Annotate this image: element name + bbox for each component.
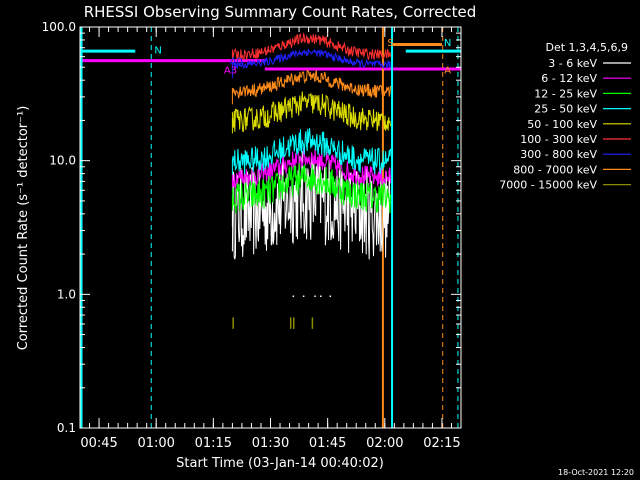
data-series-2 bbox=[231, 163, 391, 214]
data-series-5 bbox=[231, 32, 391, 61]
annotation-3: S bbox=[387, 38, 393, 49]
annotation-0: N bbox=[154, 45, 161, 56]
legend-label-0: 3 - 6 keV bbox=[548, 57, 597, 70]
data-series-4 bbox=[231, 91, 391, 133]
x-tick-label-6: 02:15 bbox=[423, 436, 460, 451]
legend-label-8: 7000 - 15000 keV bbox=[499, 179, 597, 192]
data-mark-dot-2 bbox=[314, 295, 316, 298]
data-series-7 bbox=[231, 69, 391, 100]
data-mark-dot-1 bbox=[302, 295, 305, 298]
footer-date: 18-Oct-2021 12:20 bbox=[558, 468, 634, 477]
data-mark-dot-0 bbox=[292, 295, 295, 298]
x-tick-label-2: 01:15 bbox=[195, 436, 232, 451]
data-mark-dot-4 bbox=[329, 295, 332, 298]
data-mark-dot-3 bbox=[320, 295, 322, 298]
y-axis-label: Corrected Count Rate (s⁻¹ detector⁻¹) bbox=[16, 106, 31, 351]
y-tick-label-3: 100.0 bbox=[42, 20, 76, 34]
y-tick-label-1: 1.0 bbox=[57, 287, 76, 301]
annotation-4: N bbox=[444, 38, 451, 49]
annotation-1: A3 bbox=[224, 66, 237, 77]
annotation-2: A0 bbox=[230, 57, 243, 68]
x-tick-label-3: 01:30 bbox=[252, 436, 289, 451]
legend-label-4: 50 - 100 keV bbox=[527, 118, 597, 131]
chart-title: RHESSI Observing Summary Count Rates, Co… bbox=[84, 3, 477, 21]
y-tick-label-0: 0.1 bbox=[57, 421, 76, 435]
legend-label-2: 12 - 25 keV bbox=[534, 87, 597, 100]
legend-header: Det 1,3,4,5,6,9 bbox=[545, 41, 628, 54]
legend-label-5: 100 - 300 keV bbox=[520, 133, 597, 146]
x-tick-label-5: 02:00 bbox=[366, 436, 403, 451]
annotation-5: A bbox=[444, 66, 451, 77]
plot-area: 0.1 1.0 10.0 100.0 00:45 01:00 01:15 01:30 01:45… bbox=[42, 20, 631, 451]
data-series-3 bbox=[231, 128, 391, 175]
legend-label-7: 800 - 7000 keV bbox=[513, 163, 597, 176]
legend-label-3: 25 - 50 keV bbox=[534, 103, 597, 116]
x-axis-label: Start Time (03-Jan-14 00:40:02) bbox=[176, 456, 384, 471]
legend-label-1: 6 - 12 keV bbox=[541, 72, 597, 85]
x-tick-label-0: 00:45 bbox=[80, 436, 117, 451]
y-tick-label-2: 10.0 bbox=[49, 154, 76, 168]
x-tick-label-4: 01:45 bbox=[309, 436, 346, 451]
data-series-6 bbox=[231, 48, 391, 70]
x-tick-label-1: 01:00 bbox=[137, 436, 174, 451]
legend-label-6: 300 - 800 keV bbox=[520, 148, 597, 161]
